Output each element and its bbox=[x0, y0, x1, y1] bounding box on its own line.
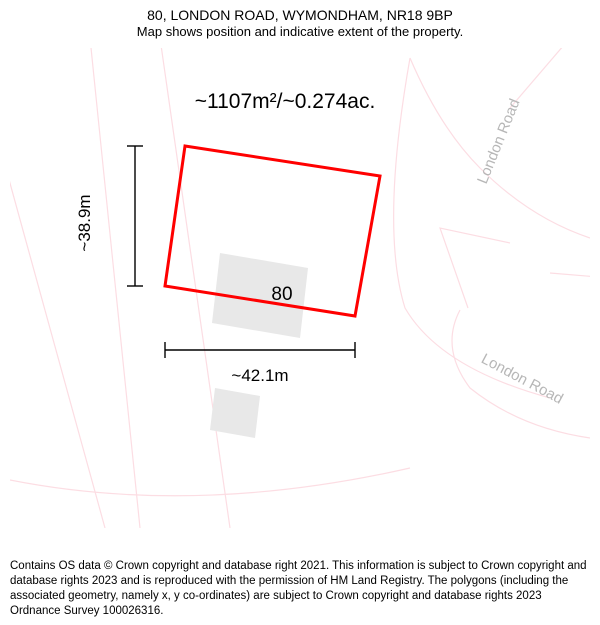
parcel-boundary bbox=[394, 58, 550, 398]
page-container: 80, LONDON ROAD, WYMONDHAM, NR18 9BP Map… bbox=[0, 0, 600, 625]
dimension-line bbox=[127, 146, 143, 286]
height-dimension-label: ~38.9m bbox=[75, 194, 94, 251]
map-subtitle: Map shows position and indicative extent… bbox=[0, 24, 600, 41]
header: 80, LONDON ROAD, WYMONDHAM, NR18 9BP Map… bbox=[0, 6, 600, 41]
property-address-title: 80, LONDON ROAD, WYMONDHAM, NR18 9BP bbox=[0, 6, 600, 24]
footer: Contains OS data © Crown copyright and d… bbox=[10, 559, 590, 619]
road-label: London Road bbox=[474, 96, 524, 186]
road-label: London Road bbox=[478, 350, 566, 407]
parcel-boundary bbox=[550, 273, 590, 278]
parcel-boundary bbox=[10, 468, 410, 496]
building-footprint bbox=[210, 388, 260, 438]
map-area: London Road London Road ~1107m²/~0.274ac. ~… bbox=[10, 48, 590, 528]
map-svg: London Road London Road ~1107m²/~0.274ac. ~… bbox=[10, 48, 590, 528]
parcel-boundary bbox=[10, 48, 105, 528]
width-dimension-label: ~42.1m bbox=[231, 366, 288, 385]
copyright-text: Contains OS data © Crown copyright and d… bbox=[10, 559, 590, 619]
area-label: ~1107m²/~0.274ac. bbox=[195, 90, 376, 113]
dimension-line bbox=[165, 342, 355, 358]
parcel-boundary bbox=[90, 48, 140, 528]
house-number-label: 80 bbox=[271, 284, 292, 305]
parcel-boundary bbox=[440, 228, 510, 308]
parcel-boundary bbox=[510, 48, 570, 108]
